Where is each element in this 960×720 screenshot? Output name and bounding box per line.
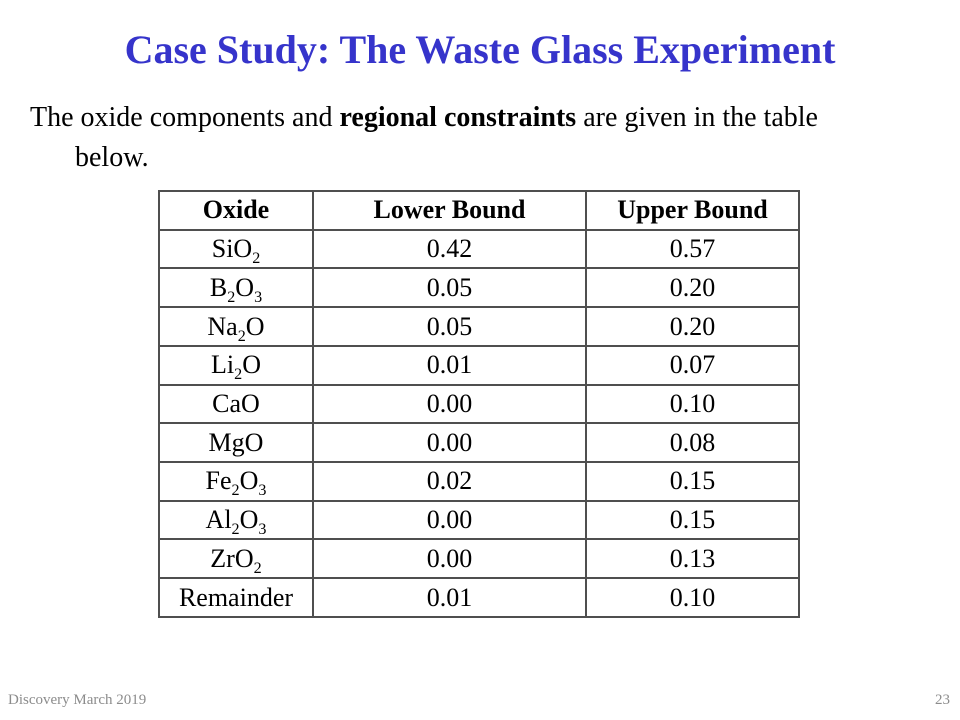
oxide-cell: Remainder: [158, 577, 314, 618]
formula-base: O: [235, 272, 255, 302]
oxide-cell: Al2O3: [158, 499, 314, 541]
oxide-cell: ZrO2: [158, 538, 314, 580]
table-row: Al2O3 0.00 0.15: [158, 499, 800, 541]
upper-bound-cell: 0.10: [585, 577, 800, 618]
col-header-upper-bound: Upper Bound: [585, 190, 800, 231]
formula-base: O: [239, 505, 259, 535]
formula-subscript: 2: [231, 521, 240, 539]
constraints-table: Oxide Lower Bound Upper Bound SiO2 0.42 …: [158, 190, 800, 618]
formula-subscript: 2: [231, 482, 240, 500]
body-text-normal2: are given in the table: [576, 102, 818, 133]
lower-bound-cell: 0.02: [312, 461, 587, 502]
formula-base: CaO: [212, 388, 260, 418]
formula-subscript: 3: [258, 521, 267, 539]
formula-subscript: 2: [252, 250, 261, 268]
footer-text: Discovery March 2019: [8, 692, 147, 708]
formula-base: Fe: [205, 466, 232, 496]
lower-bound-cell: 0.05: [312, 306, 587, 347]
oxide-cell: CaO: [158, 383, 314, 425]
formula-subscript: 2: [234, 366, 243, 384]
formula-base: B: [209, 272, 228, 302]
table-row: Fe2O3 0.02 0.15: [158, 461, 800, 502]
oxide-cell: Li2O: [158, 344, 314, 386]
lower-bound-cell: 0.01: [312, 577, 587, 618]
table-row: MgO 0.00 0.08: [158, 422, 800, 464]
formula-subscript: 2: [227, 288, 236, 306]
formula-base: O: [242, 350, 261, 380]
oxide-cell: B2O3: [158, 267, 314, 309]
page-title: Case Study: The Waste Glass Experiment: [124, 27, 836, 72]
formula-base: Li: [211, 350, 235, 380]
table-row: Li2O 0.01 0.07: [158, 344, 800, 386]
formula-base: MgO: [208, 427, 264, 457]
body-text-normal1: The oxide components and: [30, 102, 340, 133]
col-header-lower-bound: Lower Bound: [312, 190, 587, 231]
formula-base: O: [239, 466, 259, 496]
upper-bound-cell: 0.13: [585, 538, 800, 580]
upper-bound-cell: 0.15: [585, 499, 800, 541]
formula-base: Al: [205, 505, 232, 535]
formula-base: ZrO: [210, 543, 254, 573]
upper-bound-cell: 0.20: [585, 306, 800, 347]
table-row: CaO 0.00 0.10: [158, 383, 800, 425]
formula-base: SiO: [211, 234, 253, 264]
formula-subscript: 3: [258, 482, 267, 500]
formula-subscript: 3: [254, 288, 263, 306]
formula-subscript: 2: [237, 327, 246, 345]
upper-bound-cell: 0.20: [585, 267, 800, 309]
table-header-row: Oxide Lower Bound Upper Bound: [158, 190, 800, 231]
table-row: Na2O 0.05 0.20: [158, 306, 800, 347]
upper-bound-cell: 0.15: [585, 461, 800, 502]
lower-bound-cell: 0.00: [312, 422, 587, 464]
lower-bound-cell: 0.05: [312, 267, 587, 309]
table-row: Remainder 0.01 0.10: [158, 577, 800, 618]
table-row: ZrO2 0.00 0.13: [158, 538, 800, 580]
lower-bound-cell: 0.00: [312, 538, 587, 580]
page-number: 23: [935, 692, 950, 708]
upper-bound-cell: 0.07: [585, 344, 800, 386]
oxide-cell: Fe2O3: [158, 461, 314, 502]
lower-bound-cell: 0.01: [312, 344, 587, 386]
upper-bound-cell: 0.57: [585, 228, 800, 270]
lower-bound-cell: 0.42: [312, 228, 587, 270]
oxide-cell: SiO2: [158, 228, 314, 270]
formula-base: Remainder: [178, 582, 294, 612]
lower-bound-cell: 0.00: [312, 499, 587, 541]
lower-bound-cell: 0.00: [312, 383, 587, 425]
body-text-line2: below.: [75, 142, 149, 173]
col-header-oxide: Oxide: [158, 190, 314, 231]
formula-subscript: 2: [253, 560, 262, 578]
table-row: SiO2 0.42 0.57: [158, 228, 800, 270]
table-row: B2O3 0.05 0.20: [158, 267, 800, 309]
body-text-bold: regional constraints: [339, 102, 577, 133]
oxide-cell: Na2O: [158, 306, 314, 347]
body-text: The oxide components and regional constr…: [30, 98, 945, 178]
formula-base: O: [245, 311, 265, 341]
oxide-cell: MgO: [158, 422, 314, 464]
upper-bound-cell: 0.10: [585, 383, 800, 425]
upper-bound-cell: 0.08: [585, 422, 800, 464]
body-text-line1: The oxide components and regional constr…: [30, 102, 818, 133]
formula-base: Na: [207, 311, 238, 341]
